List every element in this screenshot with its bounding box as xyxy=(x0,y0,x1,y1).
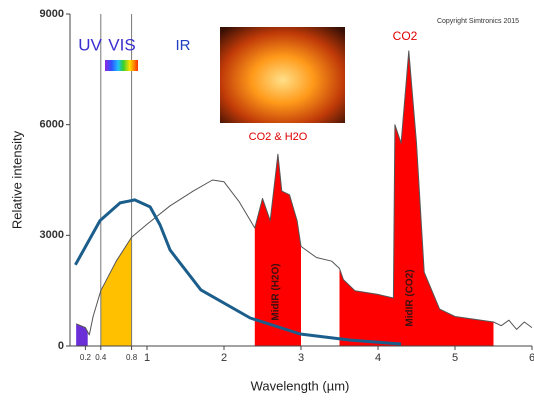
x-tick-label: 3 xyxy=(298,352,304,364)
y-tick-label: 0 xyxy=(58,340,64,352)
ir-label: IR xyxy=(176,37,191,54)
x-tick-label: 6 xyxy=(529,352,534,364)
y-tick-label: 3000 xyxy=(40,229,64,241)
vis-label: VIS xyxy=(108,35,135,54)
x-tick-label: 1 xyxy=(144,352,150,364)
uv-label: UV xyxy=(78,35,102,54)
midir-co2-label: MidIR (CO2) xyxy=(405,269,416,326)
band-fill xyxy=(100,237,132,346)
blackbody-curve xyxy=(74,198,402,346)
x-tick-label: 2 xyxy=(221,352,227,364)
co2-label: CO2 xyxy=(393,29,418,43)
x-tick-label: 0.8 xyxy=(126,353,138,362)
y-axis-label: Relative intensity xyxy=(9,130,24,229)
x-axis-label: Wavelength (µm) xyxy=(251,378,350,393)
spectrum-line xyxy=(76,50,533,336)
band-fill xyxy=(339,50,494,347)
band-fill xyxy=(76,323,88,346)
flame-image xyxy=(220,27,345,123)
y-tick-label: 9000 xyxy=(40,8,64,20)
copyright: Copyright Simtronics 2015 xyxy=(437,18,519,25)
band-fill xyxy=(254,154,301,346)
midir-h2o-label: MidIR (H2O) xyxy=(271,263,282,320)
x-tick-label: 4 xyxy=(375,352,381,364)
x-tick-label: 0.4 xyxy=(95,353,107,362)
co2-h2o-label: CO2 & H2O xyxy=(249,131,308,143)
x-tick-label: 5 xyxy=(452,352,458,364)
y-tick-label: 6000 xyxy=(40,119,64,131)
x-tick-label: 0.2 xyxy=(80,353,92,362)
visible-spectrum-bar xyxy=(105,60,138,71)
